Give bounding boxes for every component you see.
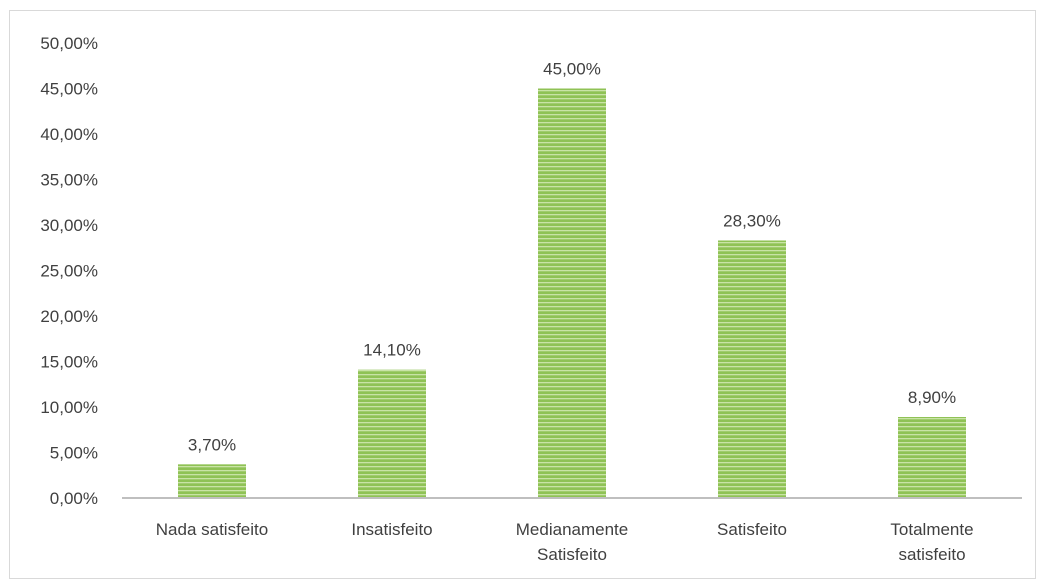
y-tick-label: 25,00% xyxy=(40,262,98,281)
bar xyxy=(178,464,246,498)
data-label: 14,10% xyxy=(363,341,421,360)
x-tick-label: Insatisfeito xyxy=(351,520,432,539)
y-tick-label: 15,00% xyxy=(40,353,98,372)
data-label: 45,00% xyxy=(543,60,601,79)
x-tick-label: Medianamente Satisfeito xyxy=(516,520,628,564)
x-tick-label: Totalmente satisfeito xyxy=(890,520,973,564)
y-tick-label: 50,00% xyxy=(40,34,98,53)
x-tick-label: Nada satisfeito xyxy=(156,520,268,539)
data-labels: 3,70% 14,10% 45,00% 28,30% 8,90% xyxy=(188,60,956,455)
x-tick-label: Satisfeito xyxy=(717,520,787,539)
bars xyxy=(178,88,966,498)
y-tick-label: 0,00% xyxy=(50,489,98,508)
y-tick-label: 20,00% xyxy=(40,307,98,326)
bar xyxy=(718,240,786,498)
y-tick-label: 10,00% xyxy=(40,398,98,417)
bar xyxy=(538,88,606,498)
y-tick-label: 45,00% xyxy=(40,80,98,99)
y-axis-ticks: 0,00% 5,00% 10,00% 15,00% 20,00% 25,00% 30,00%… xyxy=(40,34,98,508)
data-label: 8,90% xyxy=(908,388,956,407)
y-tick-label: 35,00% xyxy=(40,171,98,190)
data-label: 28,30% xyxy=(723,211,781,230)
data-label: 3,70% xyxy=(188,435,236,454)
bar xyxy=(358,369,426,498)
x-axis-labels: Nada satisfeito Insatisfeito Medianamente S… xyxy=(156,520,974,564)
y-tick-label: 30,00% xyxy=(40,216,98,235)
y-tick-label: 5,00% xyxy=(50,444,98,463)
y-tick-label: 40,00% xyxy=(40,125,98,144)
bar xyxy=(898,417,966,498)
